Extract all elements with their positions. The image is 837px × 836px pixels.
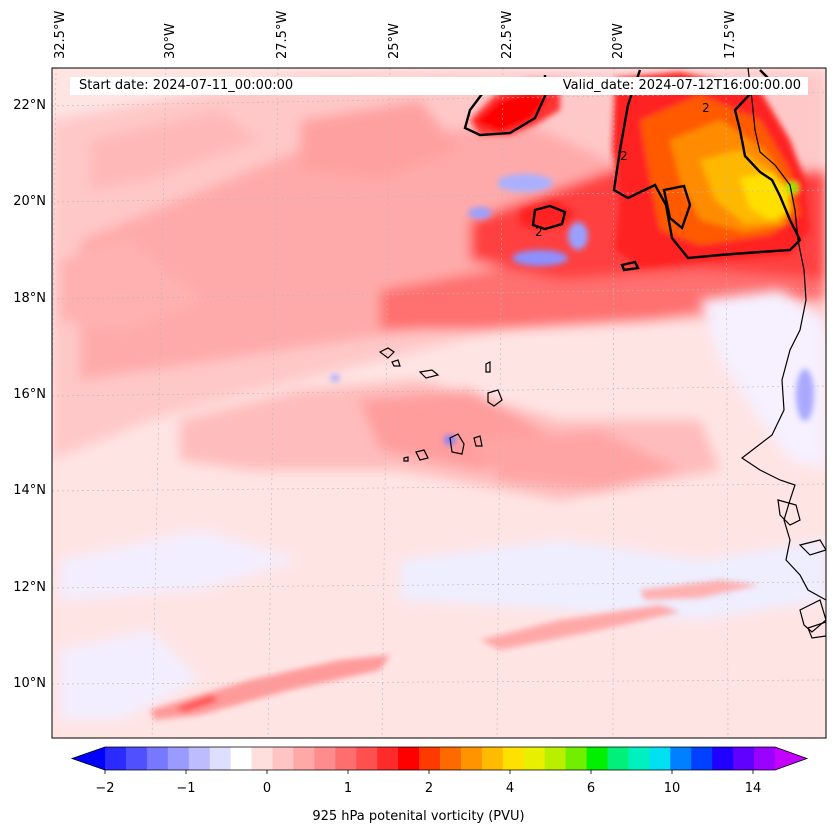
colorbar-extend-min (72, 747, 105, 770)
colorbar-segment (440, 747, 462, 770)
map-field (52, 68, 826, 738)
contour-label: 2 (702, 101, 710, 115)
colorbar-segment (272, 747, 294, 770)
lon-label: 32.5°W (53, 10, 68, 59)
colorbar-segment (754, 747, 776, 770)
colorbar-segment (230, 747, 253, 770)
colorbar-tick-label: 10 (663, 781, 681, 796)
lon-label: 30°W (163, 23, 178, 59)
lat-label: 10°N (13, 676, 46, 691)
colorbar-tick-label: 6 (586, 781, 596, 796)
colorbar-extend-max (775, 747, 807, 770)
colorbar-segment (607, 747, 629, 770)
lat-label: 20°N (13, 194, 46, 209)
start-date-label: Start date: 2024-07-11_00:00:00 (79, 78, 294, 93)
colorbar-segment (628, 747, 650, 770)
colorbar-segment (188, 747, 211, 770)
map-frame (51, 67, 827, 739)
colorbar-tick-label: −1 (176, 781, 196, 796)
colorbar-tick-label: −2 (95, 781, 115, 796)
colorbar-tick-label: 2 (424, 781, 434, 796)
colorbar-tick-label: 4 (505, 781, 515, 796)
colorbar-segment (544, 747, 567, 770)
colorbar-segment (649, 747, 671, 770)
colorbar-segment (733, 747, 755, 770)
colorbar-segment (481, 747, 504, 770)
lon-label: 27.5°W (275, 10, 290, 59)
colorbar-segment (146, 747, 169, 770)
colorbar-segment (251, 747, 273, 770)
colorbar-segment (586, 747, 608, 770)
colorbar-segment (565, 747, 588, 770)
colorbar-title: 925 hPa potenital vorticity (PVU) (312, 809, 525, 824)
colorbar-segment (293, 747, 315, 770)
lon-label: 17.5°W (723, 10, 738, 59)
colorbar-segment (712, 747, 734, 770)
lon-label: 22.5°W (500, 10, 515, 59)
contour-label: 2 (620, 149, 628, 163)
colorbar-segment (460, 747, 483, 770)
coastline (378, 68, 826, 639)
colorbar-tick-label: 1 (343, 781, 353, 796)
lat-label: 12°N (13, 580, 46, 595)
colorbar-segment (105, 747, 127, 770)
colorbar-segment (691, 747, 713, 770)
colorbar-segment (502, 747, 525, 770)
lat-label: 16°N (13, 387, 46, 402)
lat-label: 22°N (13, 98, 46, 113)
colorbar-tick-label: 0 (262, 781, 272, 796)
lon-label: 20°W (611, 23, 626, 59)
lat-label: 14°N (13, 483, 46, 498)
colorbar-segment (125, 747, 148, 770)
colorbar-segment (670, 747, 692, 770)
header-band (70, 77, 808, 95)
colorbar-segment (398, 747, 420, 770)
graticule (52, 68, 826, 738)
colorbar-segment (335, 747, 357, 770)
colorbar-segment (377, 747, 399, 770)
colorbar-segment (419, 747, 441, 770)
colorbar-segment (167, 747, 190, 770)
colorbar-tick-label: 14 (744, 781, 762, 796)
pv-2-contour (463, 69, 802, 272)
colorbar (70, 746, 809, 774)
colorbar-segment (523, 747, 546, 770)
colorbar-segment (209, 747, 232, 770)
lat-label: 18°N (13, 291, 46, 306)
colorbar-segment (356, 747, 378, 770)
lon-label: 25°W (387, 23, 402, 59)
colorbar-segment (314, 747, 336, 770)
contour-label: 2 (535, 225, 543, 239)
valid-date-label: Valid_date: 2024-07-12T16:00:00.00 (562, 78, 801, 93)
